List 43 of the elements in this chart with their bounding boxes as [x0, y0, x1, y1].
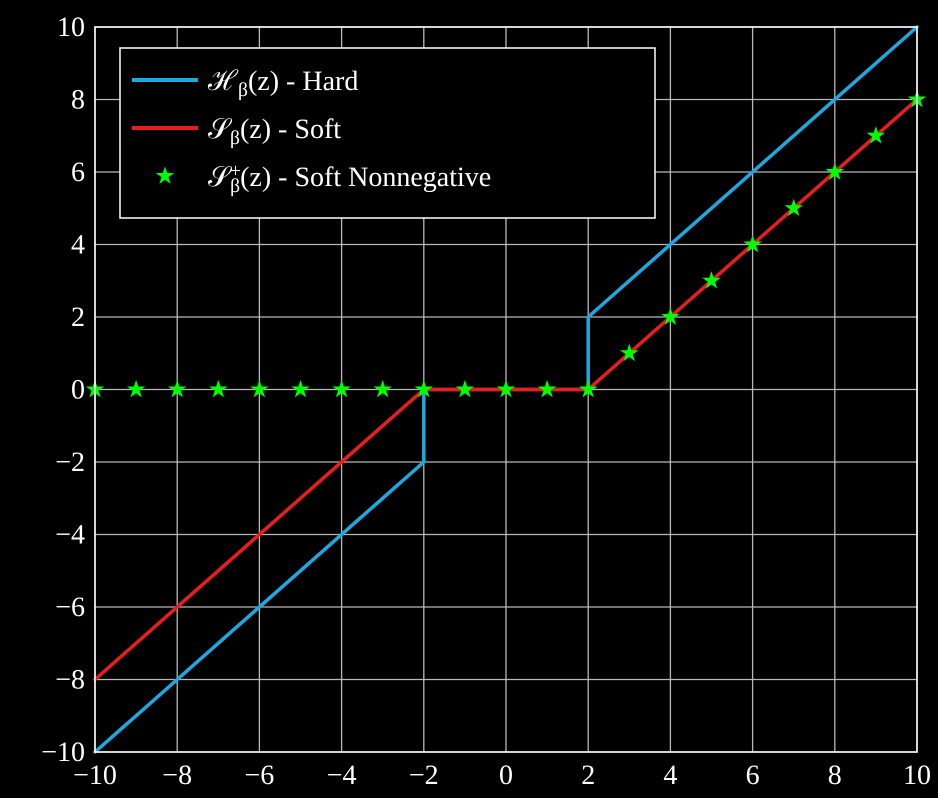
y-tick-label: 10 [57, 12, 85, 43]
x-tick-label: 0 [499, 760, 513, 791]
point [826, 162, 844, 180]
point [168, 380, 186, 398]
y-tick-label: 8 [71, 84, 85, 116]
y-tick-label: −10 [41, 737, 85, 768]
x-tick-label: 4 [663, 760, 678, 791]
x-tick-label: 10 [903, 760, 931, 791]
y-tick-label: −8 [55, 664, 85, 696]
y-tick-label: 6 [71, 157, 85, 188]
y-tick-label: 0 [71, 374, 85, 406]
x-tick-label: −8 [162, 760, 192, 791]
point [250, 380, 269, 398]
point [784, 198, 803, 216]
legend-label: 𝒮$_{β}$(z) - Soft [208, 114, 342, 149]
y-tick-label: 4 [71, 230, 85, 260]
point [620, 344, 638, 362]
x-tick-label: −2 [408, 760, 439, 791]
point [126, 380, 146, 398]
legend-label: 𝒮$^{+}$$_{β}$(z) - Soft Nonnegative [208, 161, 492, 197]
point [866, 126, 886, 144]
x-tick-label: −4 [326, 760, 356, 791]
point [332, 380, 351, 398]
point [456, 380, 474, 398]
point [702, 271, 721, 289]
x-tick-label: 2 [581, 760, 596, 791]
x-tick-label: 6 [746, 760, 760, 791]
x-tick-label: 8 [828, 760, 842, 791]
point [661, 307, 680, 325]
x-tick-label: −6 [244, 760, 274, 791]
y-tick-label: −2 [55, 447, 85, 478]
point [538, 380, 556, 398]
point [496, 380, 516, 398]
y-tick-label: −4 [55, 520, 85, 550]
y-tick-label: 2 [71, 302, 85, 333]
point [414, 380, 433, 398]
y-tick-label: −6 [55, 592, 85, 623]
point [579, 380, 598, 398]
legend-label: ℋ$_{β}$(z) - Hard [207, 66, 358, 101]
point [291, 380, 310, 398]
point [209, 380, 228, 398]
point [374, 380, 392, 398]
point [743, 234, 762, 252]
